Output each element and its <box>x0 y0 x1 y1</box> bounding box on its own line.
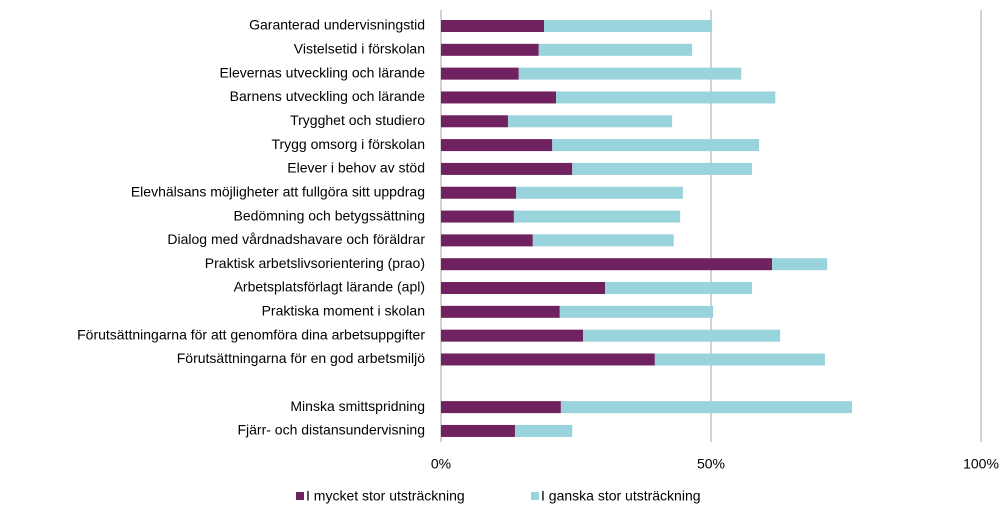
bar-segment <box>605 282 753 295</box>
bar-segment <box>441 91 557 104</box>
y-tick-label: Garanterad undervisningstid <box>249 17 425 33</box>
bar-segment <box>441 329 584 342</box>
bar-segment <box>441 353 655 366</box>
bar-segment <box>441 305 560 318</box>
bar-segment <box>441 424 515 437</box>
bar-segment <box>538 43 693 56</box>
y-tick-label: Dialog med vårdnadshavare och föräldrar <box>167 231 425 247</box>
y-tick-label: Fjärr- och distansundervisning <box>237 422 425 438</box>
y-tick-label: Elever i behov av stöd <box>287 160 425 176</box>
y-tick-label: Elevernas utveckling och lärande <box>220 64 426 80</box>
bar-segment <box>441 20 545 32</box>
bar-segment <box>772 258 828 271</box>
bar-segment <box>441 162 573 175</box>
bar-segment <box>441 67 519 80</box>
bar-segment <box>441 401 561 414</box>
bar-segment <box>441 139 553 152</box>
bar-segment <box>441 282 606 295</box>
bar-segment <box>441 115 508 128</box>
bar-segment <box>583 329 781 342</box>
bar-segment <box>532 234 674 247</box>
bar-segment <box>560 401 852 414</box>
bar-segment <box>513 210 681 223</box>
legend-swatch <box>296 492 304 500</box>
y-tick-label: Trygghet och studiero <box>290 112 425 128</box>
bar-segment <box>544 20 713 32</box>
bar-segment <box>441 258 773 271</box>
y-tick-label: Bedömning och betygssättning <box>234 207 425 223</box>
bar-segment <box>441 234 533 247</box>
y-tick-label: Arbetsplatsförlagt lärande (apl) <box>234 279 425 295</box>
bar-segment <box>507 115 673 128</box>
y-tick-label: Barnens utveckling och lärande <box>230 88 426 104</box>
bar-segment <box>559 305 714 318</box>
legend-label: I mycket stor utsträckning <box>306 488 465 504</box>
bar-segment <box>572 162 753 175</box>
y-tick-label: Vistelsetid i förskolan <box>294 41 425 57</box>
bar-segment <box>518 67 742 80</box>
y-tick-label: Minska smittspridning <box>290 398 425 414</box>
y-tick-label: Förutsättningarna för en god arbetsmiljö <box>177 350 425 366</box>
y-tick-label: Förutsättningarna för att genomföra dina… <box>77 326 425 342</box>
bar-segment <box>516 186 683 199</box>
bar-segment <box>441 186 517 199</box>
x-tick-label: 100% <box>963 456 999 472</box>
legend-swatch <box>531 492 539 500</box>
y-tick-label: Trygg omsorg i förskolan <box>271 136 425 152</box>
bar-segment <box>441 43 539 56</box>
legend-label: I ganska stor utsträckning <box>541 488 701 504</box>
y-tick-label: Praktiska moment i skolan <box>262 303 425 319</box>
y-tick-label: Praktisk arbetslivsorientering (prao) <box>205 255 425 271</box>
bar-segment <box>654 353 825 366</box>
x-tick-label: 0% <box>431 456 451 472</box>
bar-segment <box>514 424 573 437</box>
bar-segment <box>556 91 776 104</box>
y-tick-label: Elevhälsans möjligheter att fullgöra sit… <box>131 183 425 199</box>
bar-segment <box>441 210 514 223</box>
x-tick-label: 50% <box>697 456 725 472</box>
bar-segment <box>552 139 760 152</box>
